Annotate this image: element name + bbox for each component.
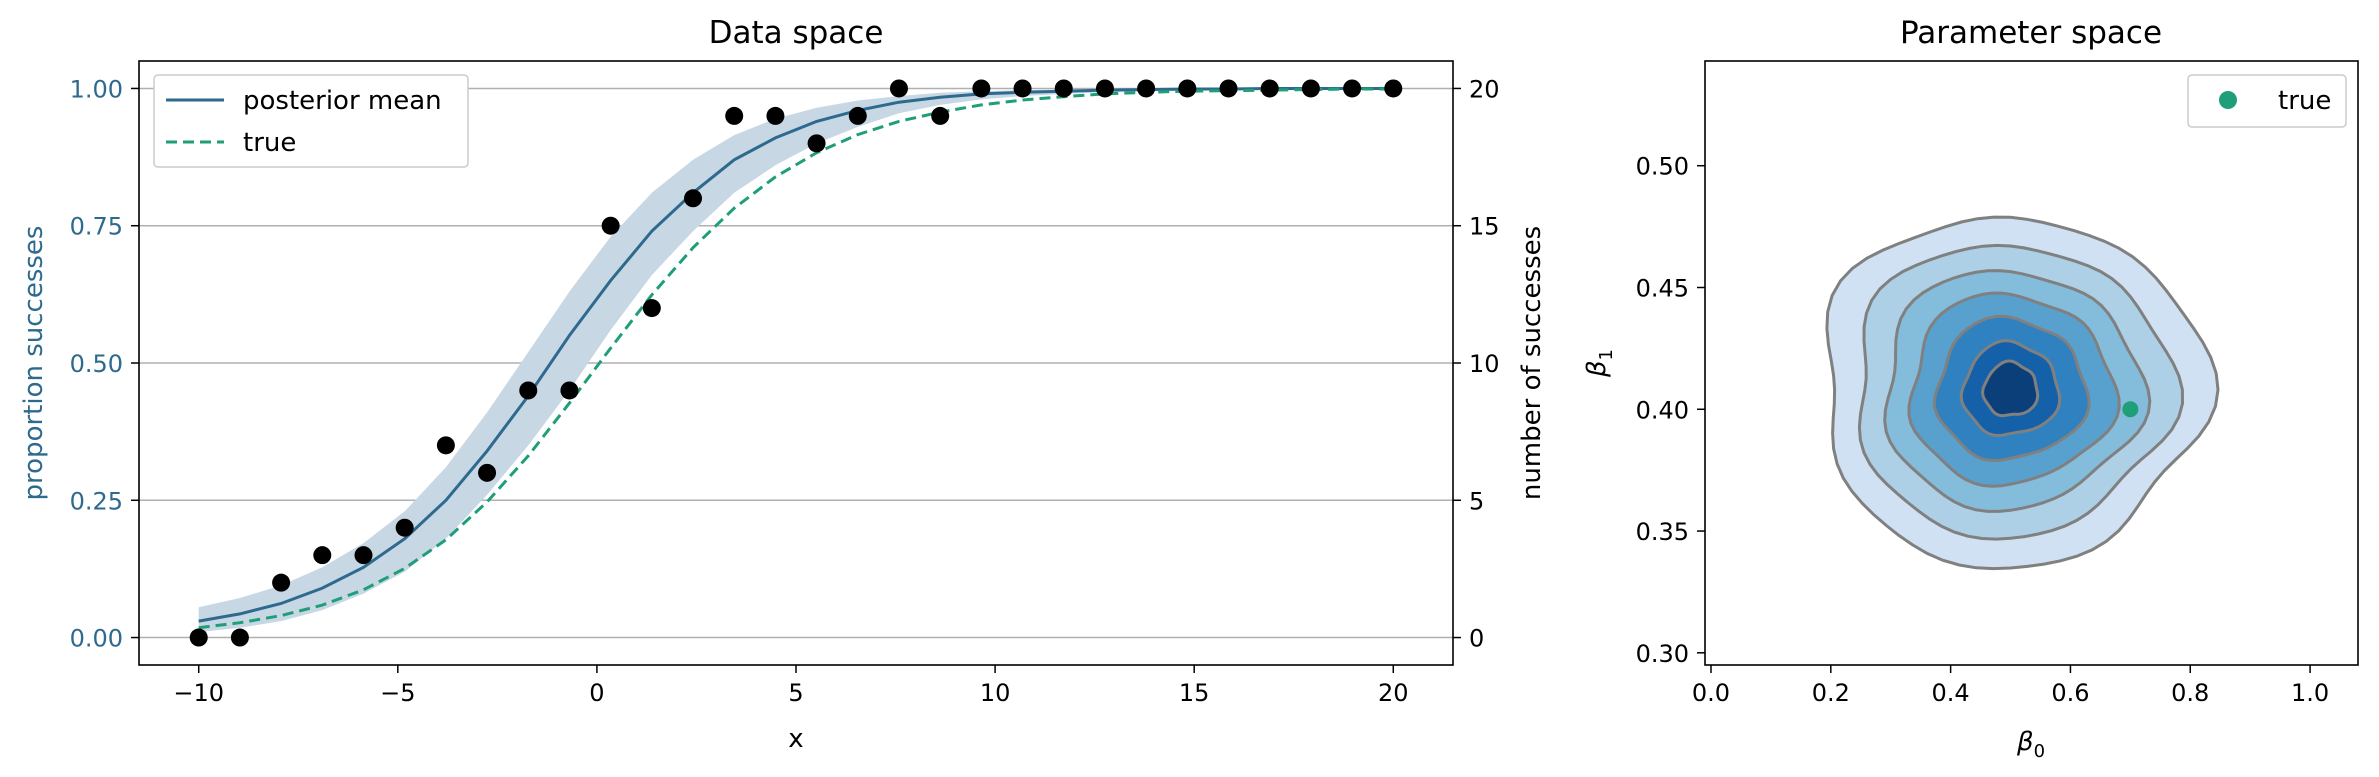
x-tick-label: 10 [980,679,1011,707]
y-right-tick-label: 20 [1469,75,1500,103]
observed-point [1137,79,1156,98]
observed-point [1178,79,1197,98]
beta1-axis-label: β1 [1582,349,1617,378]
observed-point [1343,79,1362,98]
density-level [1981,359,2040,418]
observed-point [519,381,538,400]
x-tick-label: 0.2 [1812,679,1850,707]
x-tick-label: −10 [173,679,224,707]
parameter-space-chart: Parameter space 0.0 0.2 0.4 0.6 0.8 1.0 0.300… [1582,15,2359,762]
legend-box [2187,74,2347,128]
parameter-space-title: Parameter space [1900,15,2162,51]
observed-point [436,436,455,455]
observed-point [931,106,950,125]
legend-box [153,74,469,168]
y-right-tick-label: 0 [1469,625,1484,653]
observed-point [601,216,620,235]
observed-point [313,546,332,565]
observed-point [972,79,991,98]
observed-point [642,299,661,318]
true-parameter-marker [2122,401,2139,418]
y-tick-label: 0.75 [70,213,123,241]
x-ticks: −10 −5 0 5 10 15 20 [173,665,1409,707]
x-tick-label: 0.8 [2171,679,2209,707]
observed-point [1054,79,1073,98]
observed-point [1013,79,1032,98]
observed-point [807,134,826,153]
y-tick-label: 0.40 [1636,396,1689,424]
data-space-legend: posterior mean true [153,74,469,168]
observed-point [1384,79,1403,98]
y-axis-label-right: number of successes [1517,226,1547,500]
y-right-tick-label: 5 [1469,487,1484,515]
observed-point [1095,79,1114,98]
observed-point [725,106,744,125]
true-parameter-point [2122,401,2139,418]
y-tick-label: 1.00 [70,75,123,103]
observed-point [684,189,703,208]
y-tick-label: 0.25 [70,487,123,515]
y-axis-label-left: proportion successes [19,226,49,501]
beta1-label-sub: 1 [1596,349,1617,360]
legend-posterior-mean-label: posterior mean [243,86,442,116]
y-right-tick-label: 10 [1469,350,1500,378]
y-grid [139,87,1453,639]
y-tick-label: 0.50 [70,350,123,378]
x-tick-label: 0 [589,679,604,707]
y-tick-label: 0.30 [1636,640,1689,668]
observed-point [272,573,291,592]
y-tick-label: 0.00 [70,625,123,653]
x-ticks: 0.0 0.2 0.4 0.6 0.8 1.0 [1692,665,2329,707]
y-ticks-left: 0.00 0.25 0.50 0.75 1.00 [70,75,139,653]
density-contours [1825,215,2220,571]
parameter-space-frame [1704,60,2359,666]
legend-true-swatch [2219,91,2237,109]
x-tick-label: 0.4 [1932,679,1970,707]
observed-point [354,546,373,565]
parameter-space-legend: true [2187,74,2347,128]
x-axis-label: x [788,724,803,754]
observed-point [1301,79,1320,98]
x-tick-label: 0.0 [1692,679,1730,707]
x-tick-label: 5 [788,679,803,707]
x-tick-label: 20 [1378,679,1409,707]
beta0-label-base: β [2016,727,2034,757]
observed-point [478,463,497,482]
legend-true-label: true [2278,86,2331,116]
observed-point [1219,79,1238,98]
data-space-title: Data space [709,15,884,51]
y-tick-label: 0.45 [1636,275,1689,303]
observed-point [1260,79,1279,98]
observed-point [766,106,785,125]
x-tick-label: 15 [1179,679,1210,707]
x-tick-label: −5 [380,679,415,707]
observed-point [189,628,208,647]
beta0-axis-label: β0 [2016,727,2045,762]
observed-point [230,628,249,647]
y-tick-label: 0.50 [1636,153,1689,181]
data-space-chart: Data space −10 −5 0 5 10 15 20 0.00 0.25 0.50 0.7… [19,15,1547,754]
y-tick-label: 0.35 [1636,518,1689,546]
beta0-label-sub: 0 [2034,741,2045,762]
observed-point [395,518,414,537]
x-tick-label: 1.0 [2291,679,2329,707]
y-right-tick-label: 15 [1469,213,1500,241]
observed-point [848,106,867,125]
x-tick-label: 0.6 [2051,679,2089,707]
observed-point [889,79,908,98]
y-ticks: 0.30 0.35 0.40 0.45 0.50 [1636,153,1705,668]
y-ticks-right: 0 5 10 15 20 [1453,75,1500,653]
observed-point [560,381,579,400]
legend-true-label: true [243,128,296,158]
credible-band [198,88,1394,633]
observed-points [189,79,1403,647]
beta1-label-base: β [1582,360,1612,378]
